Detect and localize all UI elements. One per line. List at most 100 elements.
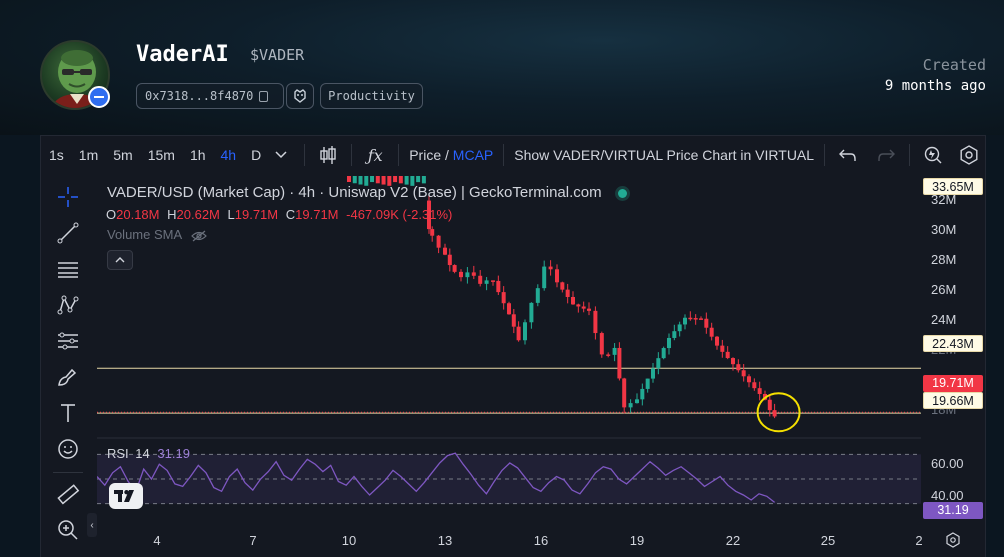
high-price-tag: 33.65M	[923, 178, 983, 195]
quick-search-icon[interactable]	[920, 142, 946, 168]
settings-gear-icon[interactable]	[956, 142, 982, 168]
toolbar-divider	[351, 144, 353, 166]
created-value: 9 months ago	[884, 78, 986, 94]
ruler-icon[interactable]	[53, 479, 83, 509]
time-tick: 4	[153, 533, 161, 548]
price-tick: 28M	[931, 252, 957, 267]
candle	[398, 176, 403, 184]
candle	[606, 354, 611, 356]
candle	[752, 382, 757, 389]
timeframe-1h[interactable]: 1h	[189, 147, 206, 163]
candle	[393, 176, 398, 183]
timeframe-1m[interactable]: 1m	[78, 147, 99, 163]
candle	[452, 265, 457, 272]
fib-retracement-icon[interactable]	[53, 254, 83, 284]
rsi-tick: 40.00	[931, 488, 964, 503]
candle	[447, 254, 452, 266]
high-key: H	[167, 207, 177, 222]
timeframe-1s[interactable]: 1s	[49, 147, 64, 163]
forecast-icon[interactable]	[53, 326, 83, 356]
candle	[741, 370, 746, 377]
collapse-legend-button[interactable]	[107, 250, 133, 270]
candle	[459, 271, 463, 278]
rsi-value: 31.19	[157, 446, 190, 461]
token-symbol: $VADER	[250, 46, 305, 64]
toolbar-divider	[503, 144, 505, 166]
toolbar-divider	[909, 144, 911, 166]
price-chart[interactable]	[96, 176, 921, 557]
pattern-icon[interactable]	[53, 290, 83, 320]
candle	[381, 176, 386, 185]
created-label: Created	[922, 56, 986, 74]
timeframe-4h[interactable]: 4h	[220, 147, 237, 163]
candle	[364, 176, 369, 186]
candle	[635, 399, 639, 404]
zoom-in-icon[interactable]	[53, 515, 83, 545]
price-axis[interactable]: 32M 30M 28M 26M 24M 22M 18M 33.65M 22.43…	[921, 176, 987, 557]
legend-title: VADER/USD (Market Cap) · 4h · Uniswap V2…	[107, 184, 627, 201]
candle	[576, 304, 581, 307]
close-value: 19.71M	[295, 207, 339, 222]
timeframe-d[interactable]: D	[251, 147, 262, 163]
candles-icon[interactable]	[315, 142, 341, 168]
tradingview-logo[interactable]	[109, 483, 143, 509]
price-mcap-separator: /	[445, 147, 449, 163]
show-pair-chart-button[interactable]: Show VADER/VIRTUAL Price Chart in VIRTUA…	[514, 147, 815, 163]
candle	[471, 272, 476, 276]
candle	[677, 324, 682, 332]
candle	[640, 388, 645, 400]
rsi-legend: RSI 14 31.19	[107, 446, 190, 461]
candle	[699, 318, 703, 320]
timeframe-5m[interactable]: 5m	[113, 147, 133, 163]
candle	[672, 331, 677, 338]
low-value: 19.71M	[234, 207, 279, 222]
redo-icon[interactable]	[873, 142, 899, 168]
chevron-down-icon[interactable]	[268, 142, 294, 168]
price-tick: 30M	[931, 222, 957, 237]
toolbar-divider	[398, 144, 400, 166]
candle	[410, 176, 415, 186]
candle	[484, 280, 489, 284]
explorer-link-button[interactable]	[286, 83, 314, 109]
settings-hex-icon[interactable]	[945, 532, 961, 553]
candle	[683, 317, 687, 325]
contract-address-pill[interactable]: 0x7318...8f4870	[136, 83, 284, 109]
trend-line-icon[interactable]	[53, 218, 83, 248]
candle	[772, 410, 777, 417]
rsi-tick: 60.00	[931, 456, 964, 471]
live-indicator-icon	[617, 188, 627, 198]
current-price-tag: 19.71M	[923, 375, 983, 392]
emoji-icon[interactable]	[53, 434, 83, 464]
volume-sma-legend[interactable]: Volume SMA	[107, 227, 207, 242]
candle	[427, 200, 431, 230]
text-tool-icon[interactable]	[53, 398, 83, 428]
category-pill[interactable]: Productivity	[320, 83, 423, 109]
crosshair-icon[interactable]	[53, 182, 83, 212]
explorer-icon	[294, 89, 306, 103]
candle	[501, 292, 506, 304]
candle	[688, 317, 693, 320]
timeframe-15m[interactable]: 15m	[147, 147, 175, 163]
candle	[757, 388, 762, 394]
collapse-toolbar-button[interactable]: ‹	[87, 513, 97, 537]
toolbar-divider	[824, 144, 826, 166]
candle	[370, 176, 375, 183]
token-avatar	[40, 40, 110, 110]
time-axis[interactable]: 4 7 10 13 16 19 22 25 2	[97, 528, 922, 557]
candle	[416, 176, 421, 183]
candle	[548, 266, 553, 270]
rsi-name: RSI	[107, 446, 129, 461]
candle	[496, 280, 501, 293]
rsi-line	[96, 452, 776, 503]
copy-icon[interactable]	[259, 90, 269, 102]
indicators-fx-icon[interactable]: ƒx	[367, 145, 383, 165]
chart-plot-area[interactable]: VADER/USD (Market Cap) · 4h · Uniswap V2…	[96, 176, 921, 557]
price-toggle[interactable]: Price / MCAP	[409, 147, 493, 163]
brush-icon[interactable]	[53, 362, 83, 392]
candle	[612, 347, 617, 355]
low-key: L	[227, 207, 235, 222]
eye-hidden-icon[interactable]	[191, 230, 207, 242]
candle	[523, 322, 527, 341]
undo-icon[interactable]	[835, 142, 861, 168]
ohlc-readout: O20.18M H20.62M L19.71M C19.71M -467.09K…	[106, 207, 456, 222]
